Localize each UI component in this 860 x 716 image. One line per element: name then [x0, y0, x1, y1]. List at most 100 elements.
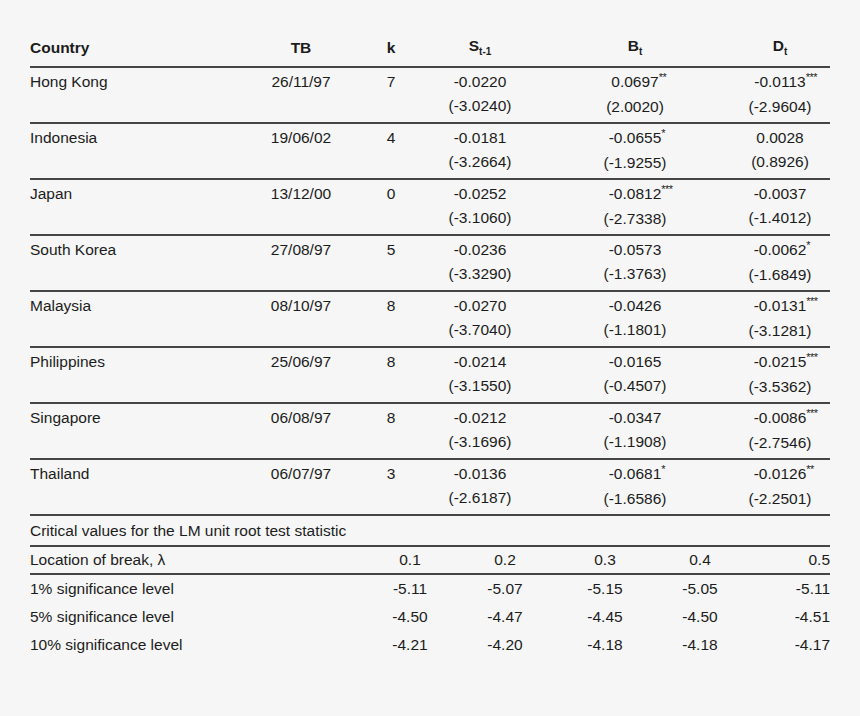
critical-value: -4.50: [655, 603, 745, 631]
country-label: Malaysia: [30, 294, 240, 318]
d-coef: -0.0062*: [730, 238, 830, 263]
lag-k: 7: [362, 70, 420, 94]
cell-tb: 06/07/97: [240, 459, 362, 515]
break-lambda-value: 0.5: [745, 546, 830, 574]
critical-value: -4.18: [655, 631, 745, 659]
table-row: Hong Kong 26/11/97 7 -0.0220(-3.0240) 0.…: [30, 67, 830, 123]
lag-k: 3: [362, 462, 420, 486]
country-label: Hong Kong: [30, 70, 240, 94]
cell-s: -0.0212(-3.1696): [420, 403, 540, 459]
break-lambda-value: 0.1: [365, 546, 455, 574]
cell-s: -0.0181(-3.2664): [420, 123, 540, 179]
d-tstat: (-1.4012): [730, 206, 830, 230]
cell-k: 7: [362, 67, 420, 123]
cell-d: -0.0126**(-2.2501): [730, 459, 830, 515]
col-header-d-sub: t: [784, 46, 787, 57]
d-coef: -0.0086***: [730, 406, 830, 431]
table-row: Malaysia 08/10/97 8 -0.0270(-3.7040) -0.…: [30, 291, 830, 347]
d-tstat: (-2.9604): [730, 95, 830, 119]
d-coef: -0.0215***: [730, 350, 830, 375]
table-row: South Korea 27/08/97 5 -0.0236(-3.3290) …: [30, 235, 830, 291]
b-coef: -0.0655*: [540, 126, 730, 151]
cell-d: -0.0131***(-3.1281): [730, 291, 830, 347]
cell-s: -0.0236(-3.3290): [420, 235, 540, 291]
cell-d: -0.0086***(-2.7546): [730, 403, 830, 459]
cell-d: -0.0113***(-2.9604): [730, 67, 830, 123]
cell-country: Japan: [30, 179, 240, 235]
cell-k: 5: [362, 235, 420, 291]
cell-b: -0.0655*(-1.9255): [540, 123, 730, 179]
cell-tb: 27/08/97: [240, 235, 362, 291]
d-tstat: (0.8926): [730, 150, 830, 174]
b-tstat: (-1.3763): [540, 262, 730, 286]
cell-k: 0: [362, 179, 420, 235]
critical-value: -4.21: [365, 631, 455, 659]
col-header-d: Dt: [730, 30, 830, 67]
s-coef: -0.0220: [420, 70, 540, 94]
b-tstat: (2.0020): [540, 95, 730, 119]
lag-k: 8: [362, 294, 420, 318]
s-tstat: (-3.7040): [420, 318, 540, 342]
critical-value: -5.11: [745, 574, 830, 603]
b-coef: 0.0697**: [540, 70, 730, 95]
d-tstat: (-2.7546): [730, 431, 830, 455]
s-tstat: (-3.1550): [420, 374, 540, 398]
col-header-b-base: B: [628, 37, 639, 54]
break-date: 19/06/02: [240, 126, 362, 150]
col-header-s-sub: t-1: [479, 46, 491, 57]
b-coef: -0.0165: [540, 350, 730, 374]
s-coef: -0.0181: [420, 126, 540, 150]
s-tstat: (-3.3290): [420, 262, 540, 286]
significance-level-row: 5% significance level -4.50 -4.47 -4.45 …: [30, 603, 830, 631]
critical-title-row: Critical values for the LM unit root tes…: [30, 516, 830, 546]
b-tstat: (-2.7338): [540, 207, 730, 231]
b-tstat: (-1.1801): [540, 318, 730, 342]
cell-d: 0.0028(0.8926): [730, 123, 830, 179]
significance-level-label: 10% significance level: [30, 631, 365, 659]
b-tstat: (-1.1908): [540, 430, 730, 454]
cell-tb: 13/12/00: [240, 179, 362, 235]
table-row: Thailand 06/07/97 3 -0.0136(-2.6187) -0.…: [30, 459, 830, 515]
country-label: Thailand: [30, 462, 240, 486]
cell-country: Philippines: [30, 347, 240, 403]
critical-value: -5.11: [365, 574, 455, 603]
lag-k: 5: [362, 238, 420, 262]
country-label: Philippines: [30, 350, 240, 374]
s-tstat: (-3.0240): [420, 94, 540, 118]
b-tstat: (-1.9255): [540, 151, 730, 175]
break-date: 06/07/97: [240, 462, 362, 486]
cell-s: -0.0136(-2.6187): [420, 459, 540, 515]
break-date: 27/08/97: [240, 238, 362, 262]
critical-value: -4.47: [455, 603, 555, 631]
s-coef: -0.0270: [420, 294, 540, 318]
s-coef: -0.0214: [420, 350, 540, 374]
cell-k: 8: [362, 347, 420, 403]
critical-values-table: Critical values for the LM unit root tes…: [30, 516, 830, 659]
col-header-b-sub: t: [639, 46, 642, 57]
table-row: Singapore 06/08/97 8 -0.0212(-3.1696) -0…: [30, 403, 830, 459]
col-header-b: Bt: [540, 30, 730, 67]
s-coef: -0.0252: [420, 182, 540, 206]
critical-value: -4.20: [455, 631, 555, 659]
cell-country: South Korea: [30, 235, 240, 291]
table-row: Philippines 25/06/97 8 -0.0214(-3.1550) …: [30, 347, 830, 403]
lag-k: 0: [362, 182, 420, 206]
s-tstat: (-2.6187): [420, 486, 540, 510]
s-tstat: (-3.1696): [420, 430, 540, 454]
cell-k: 8: [362, 403, 420, 459]
b-tstat: (-1.6586): [540, 487, 730, 511]
s-tstat: (-3.2664): [420, 150, 540, 174]
cell-country: Hong Kong: [30, 67, 240, 123]
break-date: 08/10/97: [240, 294, 362, 318]
break-date: 06/08/97: [240, 406, 362, 430]
cell-s: -0.0214(-3.1550): [420, 347, 540, 403]
col-header-k: k: [362, 30, 420, 67]
cell-d: -0.0037(-1.4012): [730, 179, 830, 235]
cell-tb: 19/06/02: [240, 123, 362, 179]
lag-k: 8: [362, 350, 420, 374]
d-coef: -0.0131***: [730, 294, 830, 319]
b-coef: -0.0347: [540, 406, 730, 430]
critical-value: -5.07: [455, 574, 555, 603]
cell-b: -0.0426(-1.1801): [540, 291, 730, 347]
country-label: Indonesia: [30, 126, 240, 150]
